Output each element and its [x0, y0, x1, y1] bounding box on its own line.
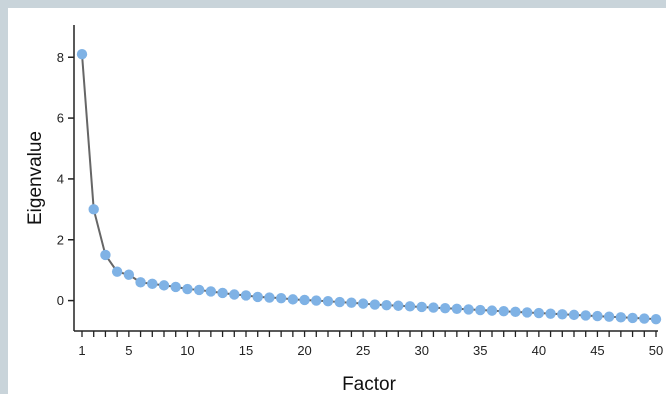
data-point: [229, 289, 240, 300]
x-tick-label: 20: [297, 343, 311, 358]
data-point: [627, 312, 638, 324]
data-point: [521, 307, 533, 318]
data-point: [615, 312, 627, 323]
data-point: [463, 304, 474, 315]
x-tick-label: 1: [78, 343, 85, 358]
data-point: [533, 307, 545, 319]
y-tick-label: 8: [57, 50, 64, 65]
data-point: [158, 280, 170, 291]
x-tick-label: 5: [125, 343, 132, 358]
data-point: [639, 313, 650, 324]
data-point: [275, 292, 287, 304]
x-tick-label: 15: [239, 343, 253, 358]
data-point: [580, 310, 591, 321]
data-point: [557, 309, 568, 320]
data-point: [287, 294, 299, 305]
x-tick-label: 40: [532, 343, 546, 358]
data-point: [346, 297, 357, 308]
data-point: [650, 313, 662, 325]
y-tick-label: 4: [57, 171, 64, 186]
data-point: [217, 287, 228, 299]
y-axis-title: Eigenvalue: [25, 131, 46, 225]
chart-panel: [8, 8, 666, 394]
data-point: [147, 278, 158, 290]
data-point: [428, 302, 439, 313]
data-point: [475, 304, 486, 316]
data-point: [439, 302, 451, 314]
data-point: [205, 286, 217, 297]
data-point: [193, 284, 205, 296]
x-tick-label: 30: [414, 343, 428, 358]
data-point: [603, 311, 615, 322]
data-point: [334, 296, 345, 308]
data-point: [240, 290, 252, 301]
data-point: [88, 204, 99, 215]
y-tick-label: 6: [57, 111, 64, 126]
data-point: [299, 294, 310, 306]
data-point: [416, 301, 427, 313]
data-point: [111, 266, 123, 277]
data-point: [568, 309, 580, 321]
y-tick-label: 2: [57, 232, 64, 247]
x-tick-label: 50: [649, 343, 663, 358]
data-point: [545, 308, 556, 319]
data-point: [264, 292, 275, 303]
data-point: [252, 291, 263, 303]
data-point: [135, 277, 146, 288]
data-point: [76, 49, 88, 60]
data-point: [170, 281, 181, 293]
data-point: [404, 301, 416, 312]
data-points: [76, 49, 662, 325]
x-tick-label: 10: [180, 343, 194, 358]
x-tick-label: 25: [356, 343, 370, 358]
data-point: [100, 249, 111, 261]
x-tick-label: 45: [590, 343, 604, 358]
data-point: [451, 303, 463, 314]
data-point: [510, 306, 521, 318]
data-point: [357, 298, 369, 309]
data-point: [123, 269, 135, 280]
eigenvalue-line: [81, 54, 657, 321]
x-tick-label: 35: [473, 343, 487, 358]
data-point: [322, 295, 334, 307]
data-point: [393, 300, 404, 311]
data-point: [182, 283, 193, 295]
data-point: [592, 310, 603, 322]
data-point: [311, 295, 322, 306]
y-tick-label: 0: [57, 293, 64, 308]
axes: [73, 25, 658, 332]
data-point: [369, 299, 381, 310]
data-point: [498, 306, 509, 317]
data-point: [381, 299, 392, 311]
data-point: [486, 305, 498, 316]
x-axis-title: Factor: [342, 374, 397, 394]
